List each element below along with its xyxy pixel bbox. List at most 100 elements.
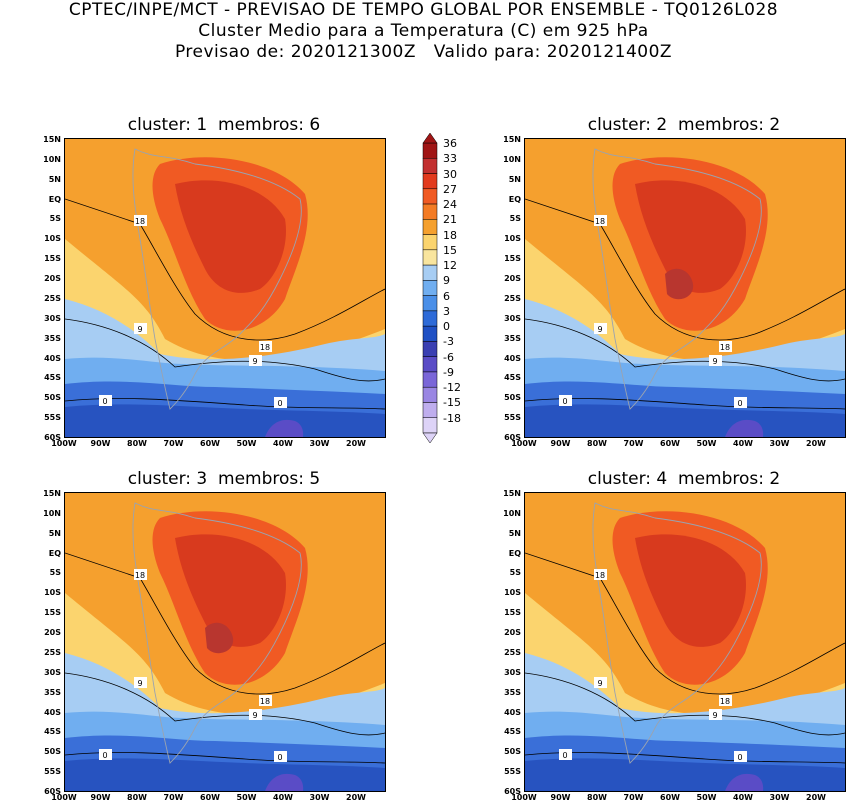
longitude-label: 40W <box>733 793 753 802</box>
longitude-label: 60W <box>660 439 680 448</box>
latitude-label: 60S <box>44 787 61 796</box>
longitude-label: 20W <box>806 793 826 802</box>
contour-0 <box>525 398 845 410</box>
field-below-0 <box>525 404 845 437</box>
contour-9 <box>525 672 845 736</box>
contour-label-box <box>734 751 747 762</box>
contour-label: 9 <box>712 711 717 720</box>
latitude-label: 50S <box>504 747 521 757</box>
colorbar-label: -3 <box>443 335 454 349</box>
colorbar-segment <box>422 310 438 327</box>
colorbar-segment <box>422 386 438 403</box>
contour-label: 9 <box>597 325 602 334</box>
colorbar-segment <box>422 234 438 251</box>
latitude-label: 45S <box>44 727 61 737</box>
contour-label: 0 <box>737 399 742 408</box>
longitude-label: 60W <box>200 793 220 802</box>
map-panel-1: 18 18 9 9 0 0 <box>64 138 386 438</box>
longitude-label: 70W <box>163 793 184 802</box>
latitude-label: 20S <box>44 274 61 284</box>
latitude-label: 10N <box>503 154 521 164</box>
latitude-label: EQ <box>48 194 61 204</box>
latitude-label: 50S <box>504 393 521 403</box>
colorbar-segment <box>422 158 438 174</box>
contour-0 <box>525 752 845 764</box>
latitude-label: 40S <box>44 707 61 717</box>
contour-label: 9 <box>252 357 257 366</box>
latitude-label: 5S <box>49 214 61 224</box>
longitude-label: 40W <box>733 439 753 448</box>
field-27-30 <box>175 180 286 293</box>
latitude-label: 15N <box>43 489 61 498</box>
contour-label: 18 <box>135 217 145 226</box>
contour-label-box <box>719 341 732 352</box>
contour-label-box <box>249 355 262 366</box>
contour-label: 9 <box>137 325 142 334</box>
colorbar-label: -15 <box>443 396 461 410</box>
coastline <box>132 502 302 764</box>
longitude-label: 80W <box>587 439 607 448</box>
contour-label-box <box>274 751 287 762</box>
coastline <box>592 148 762 410</box>
colorbar-label: -9 <box>443 365 454 379</box>
colorbar <box>420 132 442 444</box>
map-panel-3: 18 18 9 9 0 0 <box>64 492 386 792</box>
latitude-label: 35S <box>44 333 61 343</box>
field-coldest <box>265 419 304 437</box>
latitude-label: 5S <box>49 568 61 578</box>
contour-label-box <box>719 695 732 706</box>
contour-label-box <box>594 677 607 688</box>
latitude-label: 5N <box>48 528 61 538</box>
latitude-label: 40S <box>504 353 521 363</box>
latitude-label: 55S <box>504 413 521 423</box>
latitude-label: 35S <box>504 687 521 697</box>
contour-label: 18 <box>720 697 730 706</box>
field-below-0 <box>65 758 385 791</box>
contour-0 <box>65 398 385 410</box>
latitude-label: 45S <box>504 373 521 383</box>
longitude-label: 40W <box>273 793 293 802</box>
contour-label-box <box>134 677 147 688</box>
field-30-33 <box>665 268 694 300</box>
latitude-label: 15S <box>44 254 61 264</box>
contour-label: 18 <box>595 217 605 226</box>
colorbar-label: 0 <box>443 320 450 334</box>
latitude-label: 10N <box>43 154 61 164</box>
colorbar-segment <box>422 417 438 434</box>
colorbar-label: 36 <box>443 137 457 150</box>
longitude-label: 90W <box>550 439 571 448</box>
contour-label: 18 <box>720 343 730 352</box>
latitude-label: 35S <box>44 687 61 697</box>
contour-label: 18 <box>260 697 270 706</box>
latitude-label: 5N <box>508 528 521 538</box>
latitude-label: 30S <box>44 313 61 323</box>
contour-label: 0 <box>277 399 282 408</box>
longitude-label: 30W <box>769 793 790 802</box>
latitude-label: 45S <box>44 373 61 383</box>
colorbar-label: 24 <box>443 198 457 212</box>
contour-label: 0 <box>737 753 742 762</box>
longitude-label: 30W <box>309 793 330 802</box>
field-27-30 <box>635 534 746 647</box>
map-panel-2: 18 18 9 9 0 0 <box>524 138 846 438</box>
longitude-label: 30W <box>769 439 790 448</box>
contour-18 <box>525 198 845 341</box>
colorbar-segment <box>422 341 438 357</box>
header-line-3: Previsao de: 2020121300Z Valido para: 20… <box>174 42 673 62</box>
colorbar-label: 9 <box>443 274 450 288</box>
longitude-label: 80W <box>127 439 147 448</box>
field-27-30 <box>175 534 286 647</box>
longitude-label: 50W <box>236 793 257 802</box>
latitude-label: 15S <box>44 608 61 618</box>
latitude-label: 10S <box>44 588 61 598</box>
field-coldest <box>725 773 764 791</box>
longitude-label: 100W <box>511 793 537 802</box>
panel-4-title: cluster: 4 membros: 2 <box>587 469 781 489</box>
latitude-label: 20S <box>504 628 521 638</box>
colorbar-label: -6 <box>443 350 454 364</box>
contour-0 <box>65 752 385 764</box>
